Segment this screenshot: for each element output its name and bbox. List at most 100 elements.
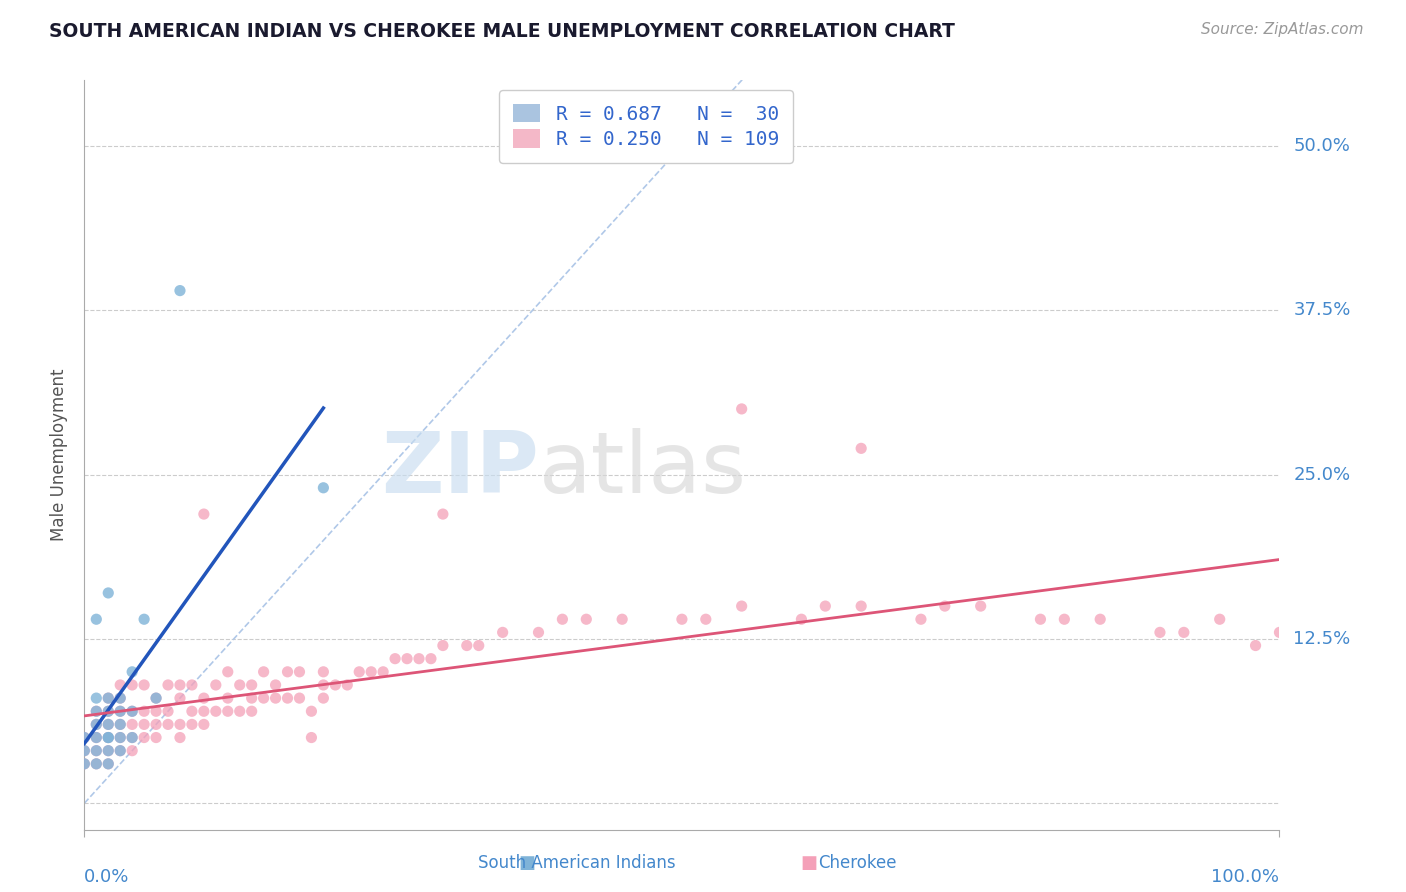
Point <box>86 731 108 745</box>
Point <box>1209 612 1232 626</box>
Point <box>169 717 191 731</box>
Point <box>492 625 515 640</box>
Point <box>86 612 108 626</box>
Point <box>312 665 335 679</box>
Point <box>132 612 156 626</box>
Point <box>312 691 335 706</box>
Point <box>145 717 167 731</box>
Point <box>671 612 693 626</box>
Text: South American Indians: South American Indians <box>478 855 675 872</box>
Point <box>110 704 132 718</box>
Point <box>86 744 108 758</box>
Point <box>157 678 180 692</box>
Point <box>73 744 96 758</box>
Point <box>132 717 156 731</box>
Point <box>229 678 252 692</box>
Point <box>468 639 491 653</box>
Point <box>205 704 228 718</box>
Text: 0.0%: 0.0% <box>84 869 129 887</box>
Point <box>97 731 120 745</box>
Text: ■: ■ <box>519 855 536 872</box>
Point <box>97 704 120 718</box>
Point <box>1244 639 1267 653</box>
Point <box>253 691 276 706</box>
Text: 12.5%: 12.5% <box>1294 630 1351 648</box>
Point <box>396 651 419 665</box>
Point <box>157 717 180 731</box>
Legend: R = 0.687   N =  30, R = 0.250   N = 109: R = 0.687 N = 30, R = 0.250 N = 109 <box>499 90 793 163</box>
Point <box>86 731 108 745</box>
Point <box>73 731 96 745</box>
Point <box>169 284 191 298</box>
Point <box>121 704 143 718</box>
Point <box>145 731 167 745</box>
Point <box>420 651 443 665</box>
Point <box>1029 612 1052 626</box>
Point <box>1173 625 1195 640</box>
Point <box>110 744 132 758</box>
Point <box>181 704 204 718</box>
Point <box>217 665 239 679</box>
Point <box>264 678 287 692</box>
Point <box>169 691 191 706</box>
Point <box>97 717 120 731</box>
Point <box>86 704 108 718</box>
Point <box>97 691 120 706</box>
Point <box>97 704 120 718</box>
Point <box>110 717 132 731</box>
Point <box>325 678 347 692</box>
Text: 50.0%: 50.0% <box>1294 137 1350 155</box>
Point <box>86 704 108 718</box>
Point <box>217 704 239 718</box>
Point <box>110 717 132 731</box>
Point <box>97 756 120 771</box>
Point <box>1268 625 1291 640</box>
Text: Source: ZipAtlas.com: Source: ZipAtlas.com <box>1201 22 1364 37</box>
Point <box>132 704 156 718</box>
Point <box>132 731 156 745</box>
Point <box>575 612 598 626</box>
Point <box>110 744 132 758</box>
Text: 25.0%: 25.0% <box>1294 466 1351 483</box>
Point <box>145 704 167 718</box>
Point <box>277 691 299 706</box>
Point <box>157 704 180 718</box>
Point <box>851 442 873 456</box>
Point <box>121 678 143 692</box>
Text: ZIP: ZIP <box>381 428 538 511</box>
Point <box>384 651 406 665</box>
Point <box>181 717 204 731</box>
Point <box>86 691 108 706</box>
Point <box>110 731 132 745</box>
Point <box>97 731 120 745</box>
Point <box>121 744 143 758</box>
Point <box>312 678 335 692</box>
Text: 37.5%: 37.5% <box>1294 301 1351 319</box>
Point <box>97 691 120 706</box>
Point <box>73 756 96 771</box>
Point <box>349 665 371 679</box>
Point <box>181 678 204 692</box>
Point <box>970 599 993 613</box>
Point <box>910 612 932 626</box>
Point <box>132 678 156 692</box>
Point <box>169 678 191 692</box>
Point <box>193 717 215 731</box>
Point <box>1149 625 1171 640</box>
Point <box>86 744 108 758</box>
Point <box>373 665 395 679</box>
Point <box>1053 612 1076 626</box>
Point <box>277 665 299 679</box>
Point <box>612 612 634 626</box>
Text: SOUTH AMERICAN INDIAN VS CHEROKEE MALE UNEMPLOYMENT CORRELATION CHART: SOUTH AMERICAN INDIAN VS CHEROKEE MALE U… <box>49 22 955 41</box>
Point <box>169 731 191 745</box>
Point <box>86 756 108 771</box>
Point <box>934 599 956 613</box>
Point <box>217 691 239 706</box>
Y-axis label: Male Unemployment: Male Unemployment <box>51 368 69 541</box>
Point <box>110 731 132 745</box>
Point <box>312 481 335 495</box>
Point <box>86 717 108 731</box>
Text: atlas: atlas <box>538 428 747 511</box>
Point <box>145 691 167 706</box>
